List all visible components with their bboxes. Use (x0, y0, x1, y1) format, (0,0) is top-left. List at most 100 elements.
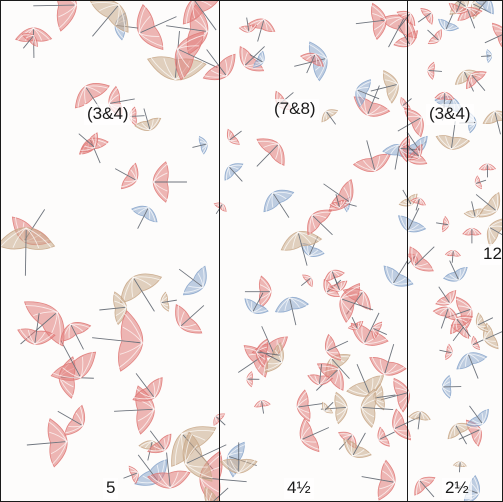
umbrella-icon (478, 163, 497, 178)
umbrella-icon (466, 405, 489, 427)
umbrella-icon (255, 338, 280, 368)
umbrella-icon (92, 310, 144, 372)
umbrella-icon (475, 192, 501, 218)
umbrella-icon (263, 189, 295, 218)
umbrella-icon (444, 249, 461, 263)
umbrella-icon (320, 391, 348, 425)
umbrella-icon (427, 61, 442, 80)
umbrella-icon (178, 265, 207, 296)
umbrella-icon (132, 373, 163, 402)
umbrella-icon (249, 50, 265, 68)
umbrella-icon (352, 140, 391, 172)
umbrella-icon (486, 217, 503, 247)
panel-3-size-label: 2½ (442, 478, 472, 499)
panel-3-scale-label: (3&4) (426, 104, 474, 125)
umbrella-icon (329, 194, 347, 209)
umbrella-icon (247, 18, 276, 42)
umbrella-icon (239, 46, 265, 72)
umbrella-icon (321, 109, 339, 125)
umbrella-icon (147, 452, 191, 489)
umbrella-icon (414, 476, 436, 498)
umbrella-icon (50, 340, 97, 381)
umbrella-icon (219, 442, 258, 474)
edge-label: 12 (480, 244, 503, 265)
panel-2-scale-label: (7&8) (271, 99, 319, 120)
umbrella-icon (307, 209, 333, 236)
umbrella-icon (244, 292, 269, 314)
umbrella-icon (435, 121, 471, 150)
umbrella-icon (99, 291, 127, 326)
umbrella-icon (360, 388, 394, 428)
umbrella-icon (321, 401, 334, 414)
umbrella-icon (392, 408, 420, 441)
panel-1-size-label: 5 (103, 478, 119, 499)
umbrella-icon (410, 197, 426, 211)
umbrella-icon (371, 321, 387, 340)
umbrella-icon (450, 315, 474, 337)
umbrella-icon (160, 291, 177, 312)
umbrella-icon (408, 411, 431, 430)
umbrella-icon (120, 273, 163, 312)
umbrella-icon (0, 227, 56, 276)
umbrella-icon (434, 91, 455, 109)
umbrella-icon (466, 71, 487, 91)
umbrella-icon (131, 205, 158, 229)
umbrella-icon (355, 2, 387, 41)
umbrella-icon (134, 108, 162, 131)
umbrella-icon (192, 135, 208, 155)
umbrella-icon (456, 352, 488, 379)
umbrella-icon (463, 201, 485, 218)
umbrella-icon (482, 110, 503, 135)
umbrella-icon (17, 312, 56, 345)
panel-divider (407, 0, 408, 502)
umbrella-icon (256, 138, 285, 167)
umbrella-icon (339, 282, 374, 323)
umbrella-icon (481, 49, 493, 63)
umbrella-icon (439, 343, 453, 361)
umbrella-icon (355, 79, 380, 108)
umbrella-icon (377, 426, 395, 447)
panel-2-size-label: 4½ (284, 478, 314, 499)
umbrella-icon (182, 431, 227, 482)
umbrella-icon (21, 33, 38, 49)
umbrella-icon (89, 0, 129, 37)
umbrella-icon (436, 215, 450, 233)
umbrella-icon (427, 29, 442, 45)
umbrella-icon (383, 259, 414, 287)
umbrella-icon (474, 175, 487, 190)
umbrella-icon (475, 312, 494, 333)
umbrella-icon (327, 274, 348, 292)
umbrella-icon (78, 132, 99, 153)
umbrella-icon (33, 0, 77, 32)
umbrella-icon (438, 13, 460, 32)
umbrella-icon (369, 344, 407, 376)
umbrella-icon (435, 286, 457, 306)
panel-divider (219, 0, 220, 502)
umbrella-icon (123, 465, 139, 485)
umbrella-icon (274, 296, 309, 326)
umbrella-icon (442, 260, 468, 282)
umbrella-icon (397, 207, 427, 233)
umbrella-icon (57, 404, 86, 436)
umbrella-icon (294, 41, 328, 82)
umbrella-icon (296, 389, 324, 422)
panel-1-scale-label: (3&4) (84, 104, 132, 125)
umbrella-icon (396, 10, 416, 29)
umbrella-icon (253, 400, 271, 414)
umbrella-icon (307, 363, 334, 386)
umbrella-icon (224, 163, 244, 182)
umbrella-icon (136, 4, 177, 51)
umbrella-icon (441, 374, 462, 399)
umbrella-icon (471, 0, 494, 17)
umbrella-icon (447, 422, 472, 445)
umbrella-icon (226, 128, 242, 145)
umbrella-icon (174, 31, 218, 81)
umbrella-icon (246, 371, 260, 388)
umbrella-icon (280, 230, 323, 266)
umbrella-icon (484, 22, 503, 51)
umbrella-icon (370, 70, 399, 104)
umbrella-icon (147, 430, 172, 454)
umbrella-icon (406, 144, 423, 161)
